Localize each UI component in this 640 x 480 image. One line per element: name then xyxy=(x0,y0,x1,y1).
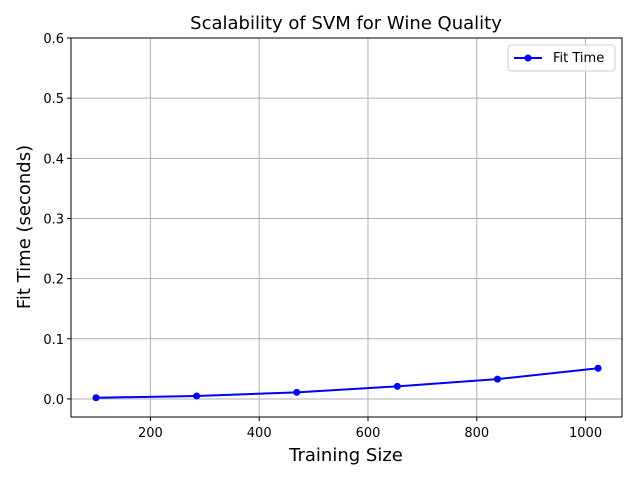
series-line-fit-time xyxy=(96,367,599,399)
data-point xyxy=(193,392,201,400)
legend-box xyxy=(507,44,616,72)
x-tick-label: 1000 xyxy=(569,426,602,441)
legend-marker-sample xyxy=(524,54,532,62)
data-point xyxy=(493,375,501,383)
x-tick-label: 800 xyxy=(464,426,489,441)
y-tick-label: 0.6 xyxy=(43,32,64,47)
x-tick-label: 200 xyxy=(138,426,163,441)
y-tick-label: 0.3 xyxy=(43,212,64,227)
y-axis-ticks: 0.0 0.1 0.2 0.3 0.4 0.5 0.6 xyxy=(43,32,71,408)
data-point xyxy=(293,388,301,396)
y-tick-label: 0.5 xyxy=(43,92,64,107)
data-point xyxy=(393,382,401,390)
x-tick-label: 400 xyxy=(247,426,272,441)
y-tick-label: 0.0 xyxy=(43,393,64,408)
x-tick-label: 600 xyxy=(356,426,381,441)
chart-title: Scalability of SVM for Wine Quality xyxy=(190,13,502,34)
axes-frame xyxy=(70,37,623,418)
y-tick-label: 0.4 xyxy=(43,152,64,167)
grid xyxy=(71,37,622,417)
x-axis-label: Training Size xyxy=(288,445,403,466)
y-tick-label: 0.1 xyxy=(43,333,64,348)
x-axis-ticks: 200 400 600 800 1000 xyxy=(138,417,602,441)
legend: Fit Time xyxy=(507,44,616,72)
plot-area xyxy=(92,364,602,402)
legend-label-fit-time: Fit Time xyxy=(553,51,604,66)
data-point xyxy=(594,364,602,372)
y-tick-label: 0.2 xyxy=(43,273,64,288)
data-point xyxy=(92,394,100,402)
y-axis-label: Fit Time (seconds) xyxy=(14,145,35,309)
